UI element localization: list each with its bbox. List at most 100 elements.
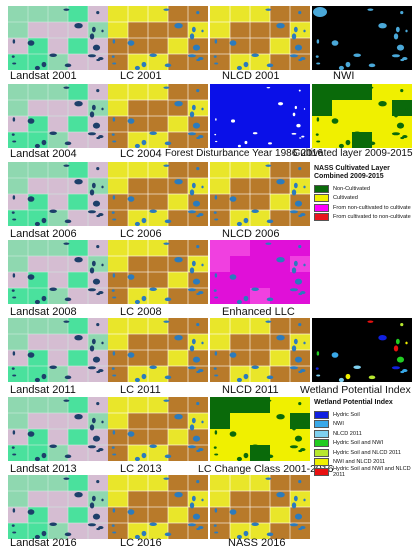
legend-label: Hydric Soil and NWI and NLCD 2011 bbox=[333, 465, 411, 478]
tile-landsat-2008 bbox=[8, 240, 108, 304]
wetland-potential-map bbox=[312, 318, 412, 382]
legend-item: From cultivated to non-cultivate bbox=[314, 213, 418, 223]
legend-item: Hydric Soil and NWI bbox=[314, 439, 418, 449]
tile-lc-2001 bbox=[108, 6, 208, 70]
lc-map bbox=[108, 240, 208, 304]
lc-change-map bbox=[210, 397, 310, 461]
label-lc-2011: LC 2011 bbox=[120, 384, 161, 396]
tile-lc-2016 bbox=[108, 475, 208, 539]
landsat-image bbox=[8, 397, 108, 461]
label-lc-2006: LC 2006 bbox=[120, 228, 162, 240]
nlcd-map bbox=[210, 6, 310, 70]
lc-map bbox=[108, 84, 208, 148]
legend-title: Combined 2009-2015 bbox=[314, 173, 384, 180]
legend-label: Hydric Soil and NWI bbox=[333, 440, 384, 447]
nlcd-map bbox=[210, 162, 310, 226]
legend-swatch bbox=[314, 194, 329, 203]
tile-lc-2011 bbox=[108, 318, 208, 382]
label-nass-2016: NASS 2016 bbox=[228, 537, 286, 549]
label-nlcd-2006: NLCD 2006 bbox=[222, 228, 280, 240]
legend-item: NWI bbox=[314, 420, 418, 430]
landsat-image bbox=[8, 84, 108, 148]
label-wetland-potential-index: Wetland Potential Index bbox=[300, 384, 411, 396]
legend-swatch bbox=[314, 439, 329, 448]
tile-lc-2008 bbox=[108, 240, 208, 304]
landsat-image bbox=[8, 162, 108, 226]
tile-nlcd-2001 bbox=[210, 6, 310, 70]
legend-swatch bbox=[314, 448, 329, 457]
tile-enhanced-llc bbox=[210, 240, 310, 304]
legend-swatch bbox=[314, 213, 329, 222]
landsat-image bbox=[8, 6, 108, 70]
nlcd-map bbox=[210, 318, 310, 382]
label-landsat-2011: Landsat 2011 bbox=[10, 384, 76, 396]
cultivated-layer-map bbox=[312, 84, 412, 148]
label-forest-disturbance: Forest Disturbance Year 1986-2016 bbox=[165, 148, 323, 159]
legend-swatch bbox=[314, 203, 329, 212]
legend-item: Hydric Soil bbox=[314, 410, 418, 420]
legend-label: NWI and NLCD 2011 bbox=[333, 459, 386, 466]
legend-swatch bbox=[314, 429, 329, 438]
tile-wetland-potential-index bbox=[312, 318, 412, 382]
legend-title: NASS Cultivated Layer bbox=[314, 165, 390, 172]
label-nlcd-2001: NLCD 2001 bbox=[222, 70, 280, 82]
nwi-map bbox=[312, 6, 412, 70]
tile-nwi bbox=[312, 6, 412, 70]
tile-landsat-2013 bbox=[8, 397, 108, 461]
label-landsat-2013: Landsat 2013 bbox=[10, 463, 77, 475]
legend-label: From cultivated to non-cultivate bbox=[333, 214, 411, 221]
tile-landsat-2006 bbox=[8, 162, 108, 226]
label-lc-2004: LC 2004 bbox=[120, 148, 162, 160]
lc-map bbox=[108, 475, 208, 539]
label-lc-2016: LC 2016 bbox=[120, 537, 162, 549]
tile-lc-2013 bbox=[108, 397, 208, 461]
legend-label: NWI bbox=[333, 421, 344, 428]
label-landsat-2016: Landsat 2016 bbox=[10, 537, 77, 549]
label-landsat-2008: Landsat 2008 bbox=[10, 306, 77, 318]
label-lc-change-class: LC Change Class 2001-2016 bbox=[198, 463, 334, 475]
tile-landsat-2001 bbox=[8, 6, 108, 70]
tile-landsat-2016 bbox=[8, 475, 108, 539]
legend-swatch bbox=[314, 467, 329, 476]
legend-label: NLCD 2011 bbox=[333, 430, 362, 437]
landsat-image bbox=[8, 318, 108, 382]
legend-item: Cultivated bbox=[314, 194, 418, 204]
tile-lc-change-class bbox=[210, 397, 310, 461]
label-nlcd-2011: NLCD 2011 bbox=[222, 384, 279, 396]
legend-title: Wetland Potential Index bbox=[314, 399, 393, 406]
legend-label: Non-Cultivated bbox=[333, 185, 370, 192]
landsat-image bbox=[8, 240, 108, 304]
legend-item: Non-Cultivated bbox=[314, 184, 418, 194]
legend-swatch bbox=[314, 420, 329, 429]
tile-nlcd-2006 bbox=[210, 162, 310, 226]
label-nwi: NWI bbox=[333, 70, 355, 82]
legend-item: From non-cultivated to cultivate bbox=[314, 203, 418, 213]
legend-swatch bbox=[314, 410, 329, 419]
legend-wetland-potential-index: Wetland Potential Index Hydric Soil NWI NL… bbox=[314, 399, 418, 478]
tile-lc-2006 bbox=[108, 162, 208, 226]
lc-map bbox=[108, 318, 208, 382]
enhanced-llc-map bbox=[210, 240, 310, 304]
lc-map bbox=[108, 6, 208, 70]
landsat-image bbox=[8, 475, 108, 539]
legend-item: NLCD 2011 bbox=[314, 429, 418, 439]
tile-nass-2016 bbox=[210, 475, 310, 539]
forest-disturbance-map bbox=[210, 84, 310, 148]
label-cultivated-layer: Cultivated layer 2009-2015 bbox=[293, 148, 413, 159]
legend-label: From non-cultivated to cultivate bbox=[333, 204, 411, 211]
lc-map bbox=[108, 397, 208, 461]
legend-item: NWI and NLCD 2011 bbox=[314, 458, 418, 468]
legend-swatch bbox=[314, 184, 329, 193]
label-landsat-2004: Landsat 2004 bbox=[10, 148, 77, 160]
legend-nass-cultivated: NASS Cultivated Layer Combined 2009-2015… bbox=[314, 165, 418, 222]
label-enhanced-llc: Enhanced LLC bbox=[222, 306, 295, 318]
legend-label: Hydric Soil and NLCD 2011 bbox=[333, 449, 401, 456]
label-landsat-2001: Landsat 2001 bbox=[10, 70, 77, 82]
tile-nlcd-2011 bbox=[210, 318, 310, 382]
tile-lc-2004 bbox=[108, 84, 208, 148]
legend-item: Hydric Soil and NWI and NLCD 2011 bbox=[314, 465, 418, 478]
nass-map bbox=[210, 475, 310, 539]
legend-label: Hydric Soil bbox=[333, 411, 360, 418]
label-lc-2013: LC 2013 bbox=[120, 463, 162, 475]
label-landsat-2006: Landsat 2006 bbox=[10, 228, 77, 240]
